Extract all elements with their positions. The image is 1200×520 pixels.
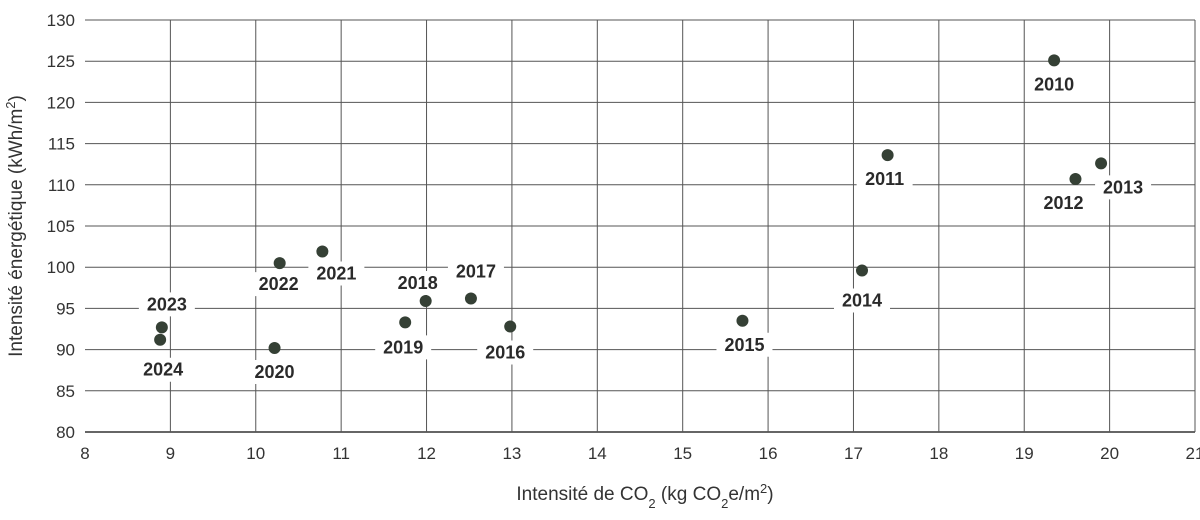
x-tick-label: 19 xyxy=(1015,444,1034,463)
data-point-labels: 2010 2011 2012 2013 2014 2015 2016 2017 2018 2019… xyxy=(135,72,1152,384)
x-tick-label: 20 xyxy=(1100,444,1119,463)
data-point-2015 xyxy=(736,314,749,327)
x-tick-label: 16 xyxy=(759,444,778,463)
data-point-2011 xyxy=(881,149,894,162)
data-point-2021 xyxy=(316,245,329,258)
data-point-2014 xyxy=(856,264,868,277)
x-tick-label: 11 xyxy=(332,444,350,463)
data-point-2019 xyxy=(399,316,412,329)
data-point-2012 xyxy=(1069,173,1082,186)
data-label-2020: 2020 xyxy=(255,362,295,382)
data-label-2023: 2023 xyxy=(147,294,187,314)
x-tick-label: 12 xyxy=(417,444,436,463)
y-tick-label: 125 xyxy=(47,52,75,71)
x-tick-label: 8 xyxy=(80,444,89,463)
data-label-background xyxy=(389,270,446,295)
data-label-2017: 2017 xyxy=(456,262,496,282)
y-tick-label: 100 xyxy=(47,258,75,277)
data-label-2010: 2010 xyxy=(1034,74,1074,94)
y-tick-label: 80 xyxy=(56,423,75,442)
data-label-background xyxy=(138,292,195,317)
data-point-2022 xyxy=(273,257,286,270)
data-label-background xyxy=(856,167,913,192)
data-label-background xyxy=(250,272,307,297)
y-tick-label: 105 xyxy=(47,217,75,236)
data-label-2022: 2022 xyxy=(259,274,299,294)
data-label-background xyxy=(1026,72,1083,97)
data-label-2013: 2013 xyxy=(1103,177,1143,197)
y-tick-label: 90 xyxy=(56,341,75,360)
data-label-2012: 2012 xyxy=(1043,193,1083,213)
y-tick-label: 95 xyxy=(56,299,75,318)
data-label-background xyxy=(246,359,303,384)
data-point-2016 xyxy=(504,320,517,333)
data-point-2013 xyxy=(1095,157,1108,170)
y-tick-label: 120 xyxy=(47,93,75,112)
x-tick-label: 21 xyxy=(1186,444,1200,463)
data-points xyxy=(154,54,1108,354)
x-tick-label: 18 xyxy=(929,444,948,463)
data-label-2019: 2019 xyxy=(383,337,423,357)
data-label-background xyxy=(135,357,192,382)
data-label-2015: 2015 xyxy=(724,335,764,355)
data-label-background xyxy=(1095,175,1152,200)
data-label-background xyxy=(308,261,365,286)
data-label-background xyxy=(447,259,504,284)
data-label-background xyxy=(716,332,773,357)
data-label-2014: 2014 xyxy=(842,290,882,310)
data-label-background xyxy=(375,335,432,360)
data-label-background xyxy=(1035,191,1092,216)
data-point-2020 xyxy=(268,341,281,354)
x-tick-label: 10 xyxy=(246,444,265,463)
data-label-2024: 2024 xyxy=(143,360,183,380)
y-tick-labels: 80 85 90 95 100 105 110 115 120 125 130 xyxy=(47,11,75,442)
grid xyxy=(85,19,1196,433)
data-point-2024 xyxy=(154,333,167,346)
data-label-background xyxy=(477,340,534,365)
data-point-2018 xyxy=(419,294,432,307)
data-label-2021: 2021 xyxy=(316,264,356,284)
x-tick-label: 9 xyxy=(166,444,175,463)
x-tick-label: 14 xyxy=(588,444,607,463)
x-tick-label: 13 xyxy=(502,444,521,463)
data-label-2011: 2011 xyxy=(865,169,904,189)
x-axis-title: Intensité de CO2 (kg CO2e/m2) xyxy=(516,481,773,511)
data-label-2016: 2016 xyxy=(485,343,525,363)
data-label-2018: 2018 xyxy=(398,273,438,293)
y-tick-label: 85 xyxy=(56,382,75,401)
data-point-2017 xyxy=(464,292,477,305)
y-tick-label: 110 xyxy=(48,176,75,195)
data-label-background xyxy=(834,288,890,313)
y-tick-label: 130 xyxy=(47,11,75,30)
y-tick-label: 115 xyxy=(48,135,75,154)
x-tick-label: 17 xyxy=(844,444,863,463)
x-tick-label: 15 xyxy=(673,444,692,463)
y-axis-title: Intensité énergétique (kWh/m2) xyxy=(3,95,28,357)
data-point-2010 xyxy=(1048,54,1061,67)
data-point-2023 xyxy=(155,321,168,334)
x-tick-labels: 8 9 10 11 12 13 14 15 16 17 18 19 20 21 xyxy=(80,444,1200,463)
